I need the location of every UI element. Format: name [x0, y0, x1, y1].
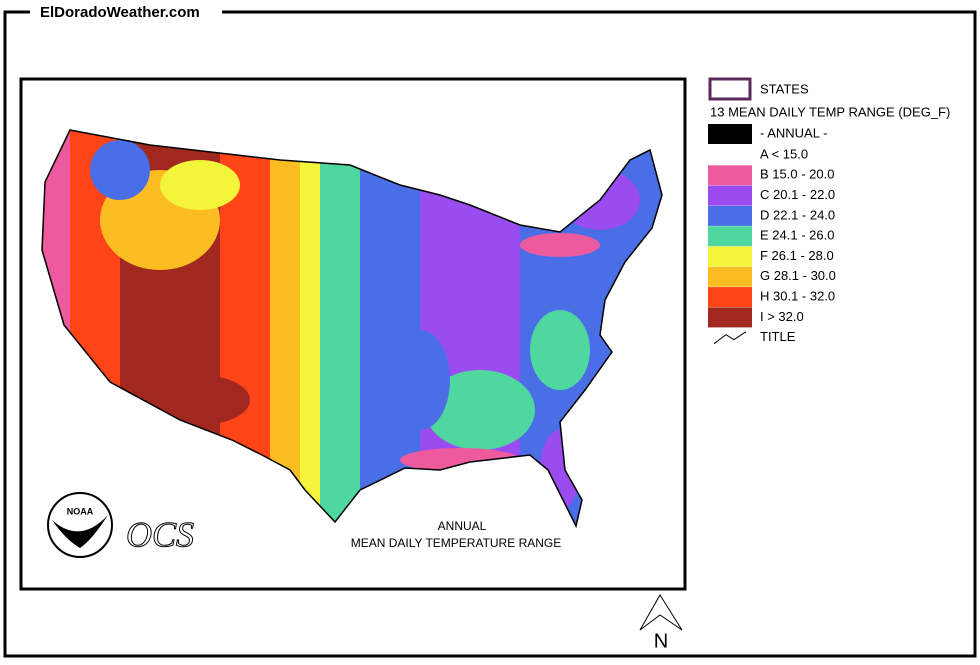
noaa-text: NOAA [67, 506, 94, 516]
noaa-bird [52, 515, 108, 548]
legend-label: E 24.1 - 26.0 [760, 228, 834, 243]
legend-swatch [708, 185, 752, 206]
legend-swatch [708, 165, 752, 186]
map-title-1: ANNUAL [438, 519, 487, 533]
legend-label: D 22.1 - 24.0 [760, 207, 835, 222]
legend-label: B 15.0 - 20.0 [760, 167, 834, 182]
legend-title: TITLE [760, 329, 796, 344]
map-title-2: MEAN DAILY TEMPERATURE RANGE [351, 536, 562, 550]
title-icon [713, 331, 747, 345]
legend-swatch [708, 307, 752, 328]
legend-period: - ANNUAL - [760, 125, 827, 140]
legend-label: G 28.1 - 30.0 [760, 268, 836, 283]
noaa-logo [47, 492, 113, 558]
ocs-text: OCS [126, 514, 194, 554]
period-swatch [708, 124, 752, 144]
legend-label: F 26.1 - 28.0 [760, 248, 834, 263]
legend-label: C 20.1 - 22.0 [760, 187, 835, 202]
states-swatch [708, 77, 752, 101]
north-arrow [639, 594, 683, 631]
legend-swatch [708, 287, 752, 308]
legend-label: I > 32.0 [760, 309, 804, 324]
legend-swatch [708, 205, 752, 226]
north-label: N [654, 630, 668, 652]
legend-swatch [708, 246, 752, 267]
legend-swatch [708, 226, 752, 247]
legend-states: STATES [760, 81, 809, 96]
outer-frame [3, 10, 977, 658]
legend-variable: 13 MEAN DAILY TEMP RANGE (DEG_F) [710, 104, 950, 119]
legend-swatch [708, 266, 752, 287]
legend-label: A < 15.0 [760, 146, 808, 161]
site-bg [30, 2, 222, 24]
legend-label: H 30.1 - 32.0 [760, 289, 835, 304]
us-outline [41, 129, 663, 529]
site-name[interactable]: ElDoradoWeather.com [40, 4, 200, 21]
